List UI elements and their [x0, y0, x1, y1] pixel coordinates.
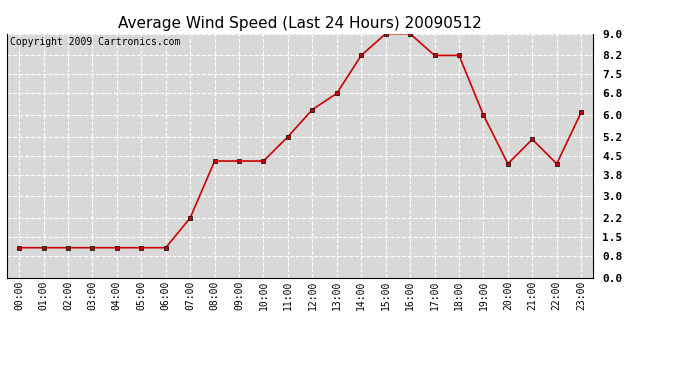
Text: Copyright 2009 Cartronics.com: Copyright 2009 Cartronics.com	[10, 38, 180, 47]
Title: Average Wind Speed (Last 24 Hours) 20090512: Average Wind Speed (Last 24 Hours) 20090…	[118, 16, 482, 31]
